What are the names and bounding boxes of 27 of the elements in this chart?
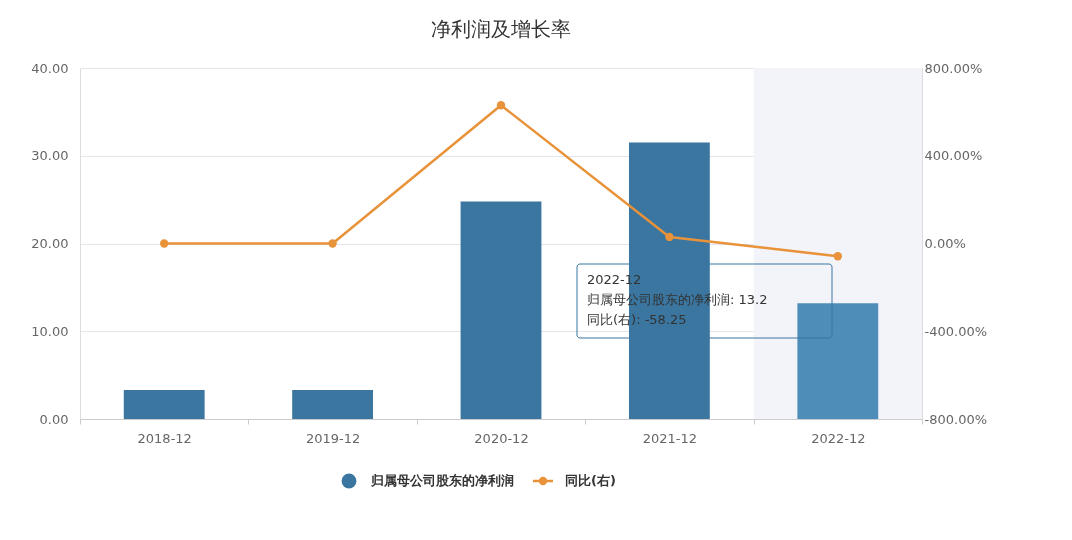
y2-tick-label: 0.00% <box>924 236 966 251</box>
y2-tick-label: 800.00% <box>924 60 983 76</box>
point <box>160 239 169 248</box>
bar <box>292 390 374 419</box>
x-tick-label: 2022-12 <box>811 430 866 446</box>
bar <box>123 390 205 419</box>
y-tick-label: 20.00 <box>31 236 69 251</box>
y2-tick-label: 400.00% <box>924 148 983 164</box>
point <box>328 239 337 248</box>
y-tick-label: 0.00 <box>39 411 69 427</box>
x-tick-label: 2018-12 <box>137 430 192 446</box>
point <box>496 101 506 110</box>
point <box>833 252 842 261</box>
x-tick-label: 2019-12 <box>305 430 361 446</box>
chart-title: 净利润及增长率 <box>431 17 571 41</box>
y2-tick-label: -400.00% <box>924 323 988 339</box>
point <box>665 232 674 242</box>
y-tick-label: 10.00 <box>31 323 69 339</box>
bar <box>797 303 879 419</box>
y-tick-label: 40.00 <box>31 60 69 76</box>
bar <box>460 201 542 419</box>
legend-label: 同比(右) <box>565 473 616 488</box>
legend-label: 归属母公司股东的净利润 <box>370 473 514 488</box>
x-tick-label: 2020-12 <box>474 430 529 446</box>
y2-tick-label: -800.00% <box>924 411 988 427</box>
y-tick-label: 30.00 <box>31 148 69 164</box>
x-tick-label: 2021-12 <box>642 430 698 446</box>
